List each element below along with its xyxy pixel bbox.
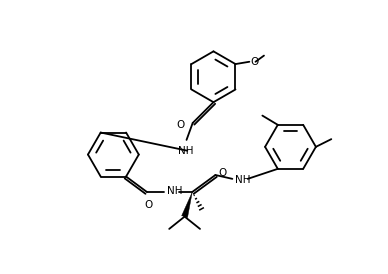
Text: NH: NH	[167, 186, 182, 196]
Text: O: O	[177, 119, 185, 130]
Text: O: O	[144, 200, 152, 210]
Polygon shape	[182, 192, 192, 218]
Text: O: O	[218, 169, 227, 178]
Text: NH: NH	[178, 146, 194, 156]
Text: NH: NH	[236, 175, 251, 185]
Text: O: O	[250, 57, 258, 67]
